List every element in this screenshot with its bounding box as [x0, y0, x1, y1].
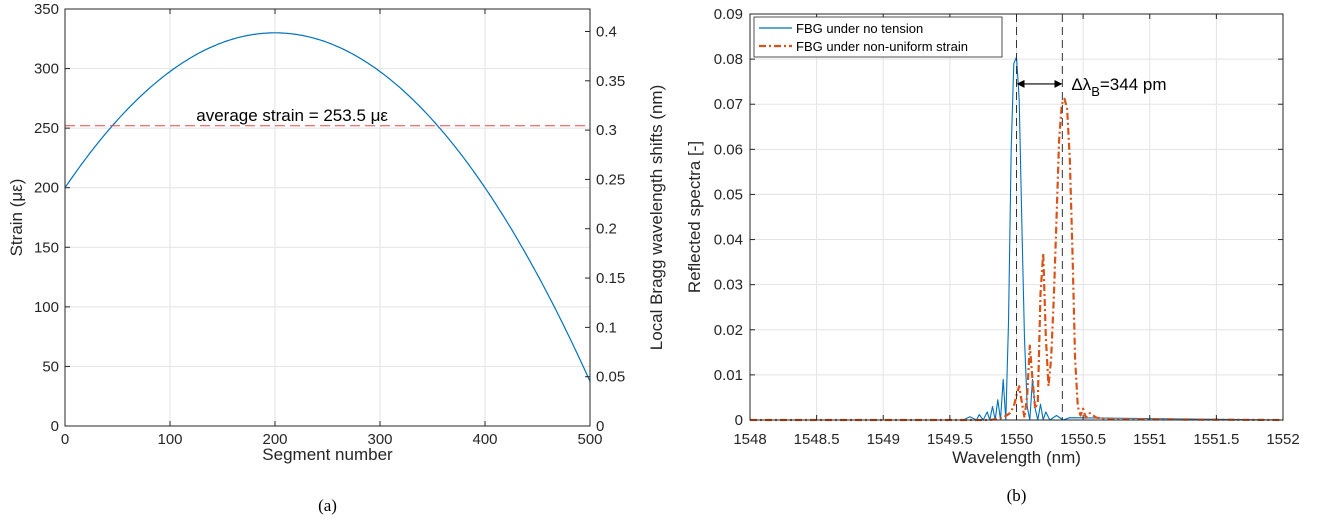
panel-a-series	[64, 32, 591, 382]
bragg-shift-annotation: ΔλB=344 pm	[1016, 75, 1167, 99]
y-tick-label: 0.04	[714, 232, 743, 249]
x-tick-label: 1551.5	[1193, 431, 1239, 448]
legend-box	[753, 16, 1003, 58]
y-tick-label: 300	[34, 61, 59, 78]
panel-b-vertical-markers	[1016, 14, 1063, 420]
panel-b-ticks: 1548 1548.5 1549 1549.5 1550 1550.5 1551 1551.5…	[714, 6, 1300, 448]
y-tick-label: 350	[34, 1, 59, 18]
x-tick-label: 1550.5	[1060, 431, 1106, 448]
panel-b-y-axis-label: Reflected spectra [-]	[685, 141, 704, 293]
x-tick-label: 300	[367, 431, 392, 448]
y-tick-label: 0	[735, 412, 743, 429]
x-tick-label: 1550	[1000, 431, 1033, 448]
bragg-shift-label-tail: =344 pm	[1100, 75, 1167, 94]
x-tick-label: 200	[262, 431, 287, 448]
x-tick-label: 1548	[733, 431, 766, 448]
x-tick-label: 1548.5	[794, 431, 840, 448]
y-tick-label: 0.06	[714, 141, 743, 158]
strain-curve	[64, 32, 591, 382]
panel-a-caption: (a)	[318, 496, 337, 515]
right-y-tick-label: 0.2	[596, 221, 617, 238]
panel-a-x-axis-label: Segment number	[262, 445, 393, 464]
y-tick-label: 0	[51, 418, 59, 435]
y-tick-label: 150	[34, 239, 59, 256]
panel-a-grid	[64, 8, 591, 427]
panel-b-legend: FBG under no tension FBG under non-unifo…	[753, 16, 1003, 58]
panel-a-axes-box	[64, 8, 591, 427]
x-tick-label: 1551	[1133, 431, 1166, 448]
bragg-shift-label-subscript: B	[1091, 84, 1100, 99]
right-y-tick-label: 0.3	[596, 122, 617, 139]
right-y-tick-label: 0.35	[596, 73, 625, 90]
right-y-tick-label: 0.25	[596, 171, 625, 188]
y-tick-label: 0.05	[714, 186, 743, 203]
bragg-shift-label-main: Δλ	[1071, 75, 1091, 94]
panel-a-y-axis-label: Strain (με)	[7, 179, 26, 257]
panel-b: 1548 1548.5 1549 1549.5 1550 1550.5 1551 1551.5…	[685, 6, 1300, 505]
y-tick-label: 0.02	[714, 322, 743, 339]
right-y-tick-label: 0.1	[596, 319, 617, 336]
x-tick-label: 1549.5	[927, 431, 973, 448]
right-y-tick-label: 0	[596, 418, 604, 435]
panel-a-right-y-axis-label: Local Bragg wavelength shifts (nm)	[647, 85, 666, 351]
x-tick-label: 0	[61, 431, 69, 448]
right-y-tick-label: 0.15	[596, 270, 625, 287]
legend-label-no-tension: FBG under no tension	[796, 21, 923, 36]
panel-a: 0 100 200 300 400 50005010015020025030035000.…	[7, 1, 666, 515]
x-tick-label: 1552	[1266, 431, 1299, 448]
y-tick-label: 200	[34, 180, 59, 197]
x-tick-label: 1549	[867, 431, 900, 448]
y-tick-label: 0.08	[714, 51, 743, 68]
panel-a-ticks: 0 100 200 300 400 50005010015020025030035000.…	[34, 1, 625, 448]
panel-b-series	[750, 56, 1284, 422]
panel-b-caption: (b)	[1007, 486, 1027, 505]
right-y-tick-label: 0.05	[596, 369, 625, 386]
spectrum-non-uniform-strain	[750, 97, 1284, 422]
y-tick-label: 0.03	[714, 277, 743, 294]
bragg-shift-label: ΔλB=344 pm	[1071, 75, 1166, 99]
y-tick-label: 0.07	[714, 96, 743, 113]
legend-label-non-uniform-strain: FBG under non-uniform strain	[796, 39, 968, 54]
average-strain-label: average strain = 253.5 με	[196, 106, 388, 125]
x-tick-label: 400	[472, 431, 497, 448]
x-tick-label: 100	[157, 431, 182, 448]
panel-b-x-axis-label: Wavelength (nm)	[952, 448, 1081, 467]
y-tick-label: 100	[34, 299, 59, 316]
y-tick-label: 50	[42, 358, 59, 375]
spectrum-no-tension	[750, 56, 1284, 421]
y-tick-label: 0.01	[714, 367, 743, 384]
y-tick-label: 0.09	[714, 6, 743, 23]
x-tick-label: 500	[577, 431, 602, 448]
y-tick-label: 250	[34, 120, 59, 137]
right-y-tick-label: 0.4	[596, 23, 617, 40]
